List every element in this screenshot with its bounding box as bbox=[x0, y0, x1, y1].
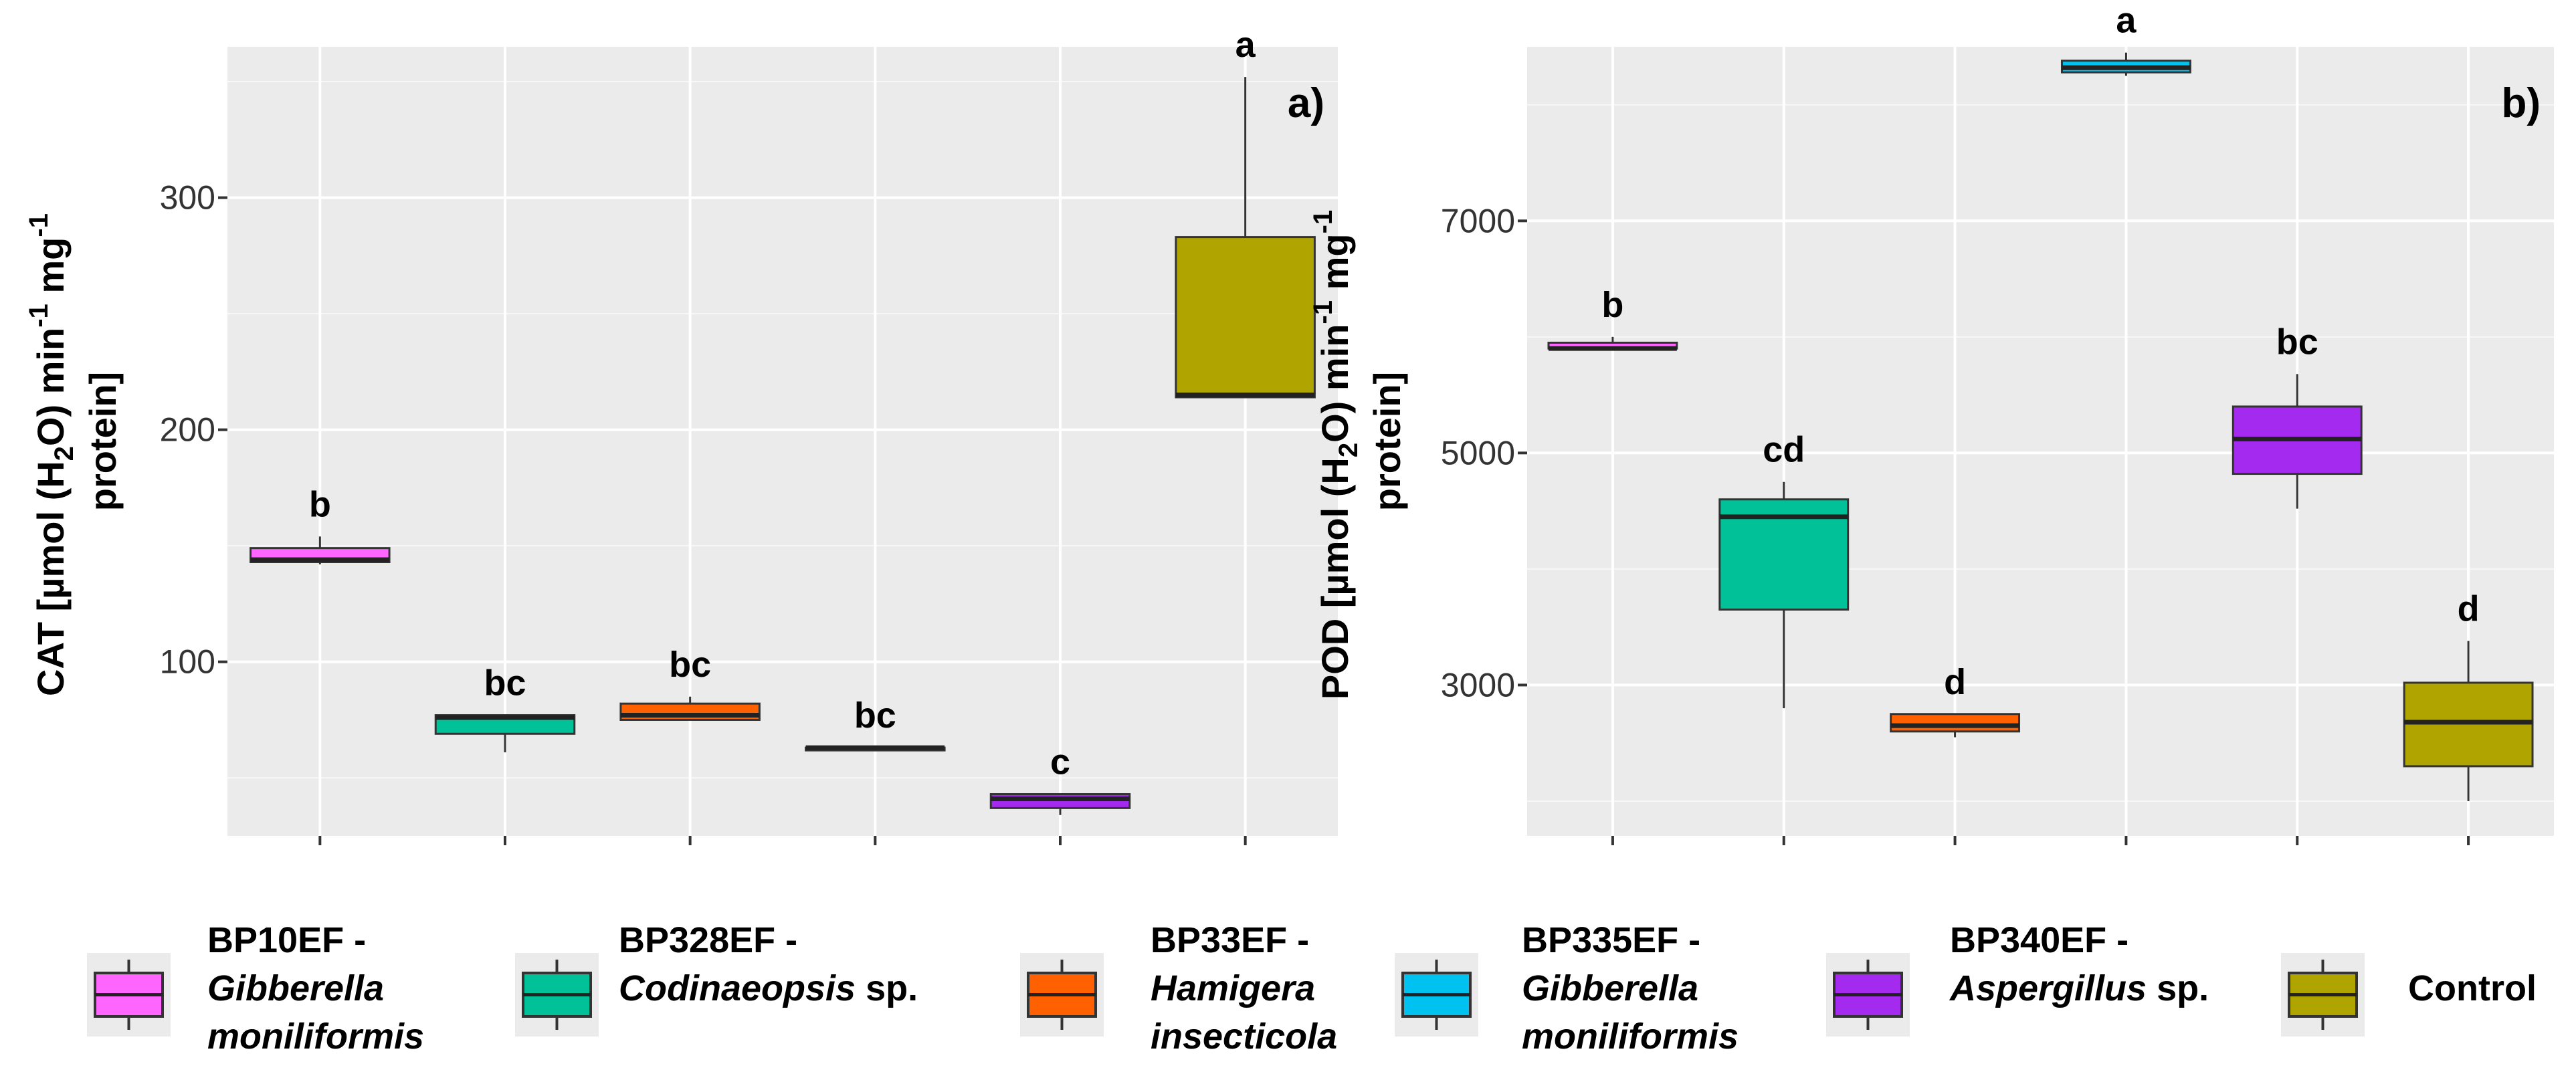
legend: BP10EF - Gibberella moniliformis BP328EF… bbox=[0, 903, 2576, 1090]
legend-key-bp10ef bbox=[87, 953, 171, 1037]
significance-letter: c bbox=[1050, 742, 1070, 782]
legend-code-bp10ef: BP10EF - bbox=[207, 920, 367, 960]
box-control: d bbox=[2403, 588, 2534, 801]
legend-genus-bp10ef: Gibberella bbox=[207, 968, 385, 1008]
box-bp340ef: bc bbox=[2232, 322, 2363, 509]
legend-key-bp335ef bbox=[1395, 953, 1478, 1037]
significance-letter: b bbox=[1601, 285, 1623, 325]
significance-letter: bc bbox=[854, 695, 896, 736]
legend-suffix-bp328ef: sp. bbox=[856, 968, 918, 1008]
legend-species-bp335ef: moniliformis bbox=[1522, 1016, 1739, 1057]
box-bp10ef: b bbox=[1547, 285, 1678, 351]
significance-letter: d bbox=[1944, 662, 1966, 702]
y-axis-title-line2: protein] bbox=[82, 372, 124, 511]
box-body bbox=[1175, 236, 1316, 399]
legend-species-bp10ef: moniliformis bbox=[207, 1016, 425, 1057]
y-tick-label: 5000 bbox=[1441, 434, 1515, 471]
box-bp335ef: bc bbox=[805, 695, 946, 752]
y-axis-title-line2: protein] bbox=[1366, 372, 1408, 511]
box-control: a bbox=[1175, 25, 1316, 399]
legend-key-control bbox=[2281, 953, 2365, 1037]
legend-genus-bp33ef: Hamigera bbox=[1151, 968, 1316, 1008]
box-bp328ef: cd bbox=[1718, 430, 1850, 709]
y-tick-label: 100 bbox=[160, 643, 215, 681]
significance-letter: bc bbox=[669, 645, 711, 685]
box-bp33ef: d bbox=[1890, 662, 2021, 738]
plot-background bbox=[1527, 47, 2554, 836]
significance-letter: a bbox=[2116, 1, 2137, 41]
y-axis-title: POD [µmol (H2O) min-1 mg-1 bbox=[1308, 210, 1363, 699]
legend-genus-bp340ef: Aspergillus bbox=[1950, 968, 2147, 1008]
legend-genus-bp335ef: Gibberella bbox=[1522, 968, 1699, 1008]
y-tick-label: 300 bbox=[160, 179, 215, 217]
legend-code-control: Control bbox=[2408, 968, 2537, 1008]
panel-label: b) bbox=[2501, 80, 2541, 126]
legend-species-bp33ef: insecticola bbox=[1151, 1016, 1338, 1057]
significance-letter: cd bbox=[1763, 430, 1805, 470]
box-bp328ef: bc bbox=[434, 663, 576, 753]
box-bp335ef: a bbox=[2060, 1, 2191, 76]
box-bp10ef: b bbox=[250, 484, 391, 564]
legend-genus-bp328ef: Codinaeopsis bbox=[619, 968, 856, 1008]
significance-letter: bc bbox=[2276, 322, 2318, 362]
y-axis-title: CAT [µmol (H2O) min-1 mg-1 bbox=[24, 213, 79, 696]
significance-letter: d bbox=[2458, 588, 2480, 629]
legend-code-bp33ef: BP33EF - bbox=[1151, 920, 1310, 960]
legend-code-bp328ef: BP328EF - bbox=[619, 920, 798, 960]
plot-background bbox=[227, 47, 1338, 836]
legend-code-bp335ef: BP335EF - bbox=[1522, 920, 1701, 960]
panel-label: a) bbox=[1288, 80, 1324, 126]
significance-letter: a bbox=[1235, 25, 1256, 65]
panel-a-cat: 100 200 300 b bc bc bc c a a) CAT [µmol (H2O) min-… bbox=[24, 25, 1338, 845]
y-tick-label: 3000 bbox=[1441, 666, 1515, 703]
significance-letter: b bbox=[309, 484, 331, 524]
box-bp33ef: bc bbox=[619, 645, 761, 721]
legend-key-bp340ef bbox=[1826, 953, 1910, 1037]
legend-key-bp328ef bbox=[515, 953, 599, 1037]
legend-code-bp340ef: BP340EF - bbox=[1950, 920, 2129, 960]
y-tick-label: 200 bbox=[160, 411, 215, 449]
significance-letter: bc bbox=[484, 663, 526, 703]
legend-suffix-bp340ef: sp. bbox=[2147, 968, 2209, 1008]
box-body bbox=[1890, 713, 2021, 733]
legend-key-bp33ef bbox=[1020, 953, 1104, 1037]
y-tick-label: 7000 bbox=[1441, 202, 1515, 239]
box-bp340ef: c bbox=[989, 742, 1131, 815]
